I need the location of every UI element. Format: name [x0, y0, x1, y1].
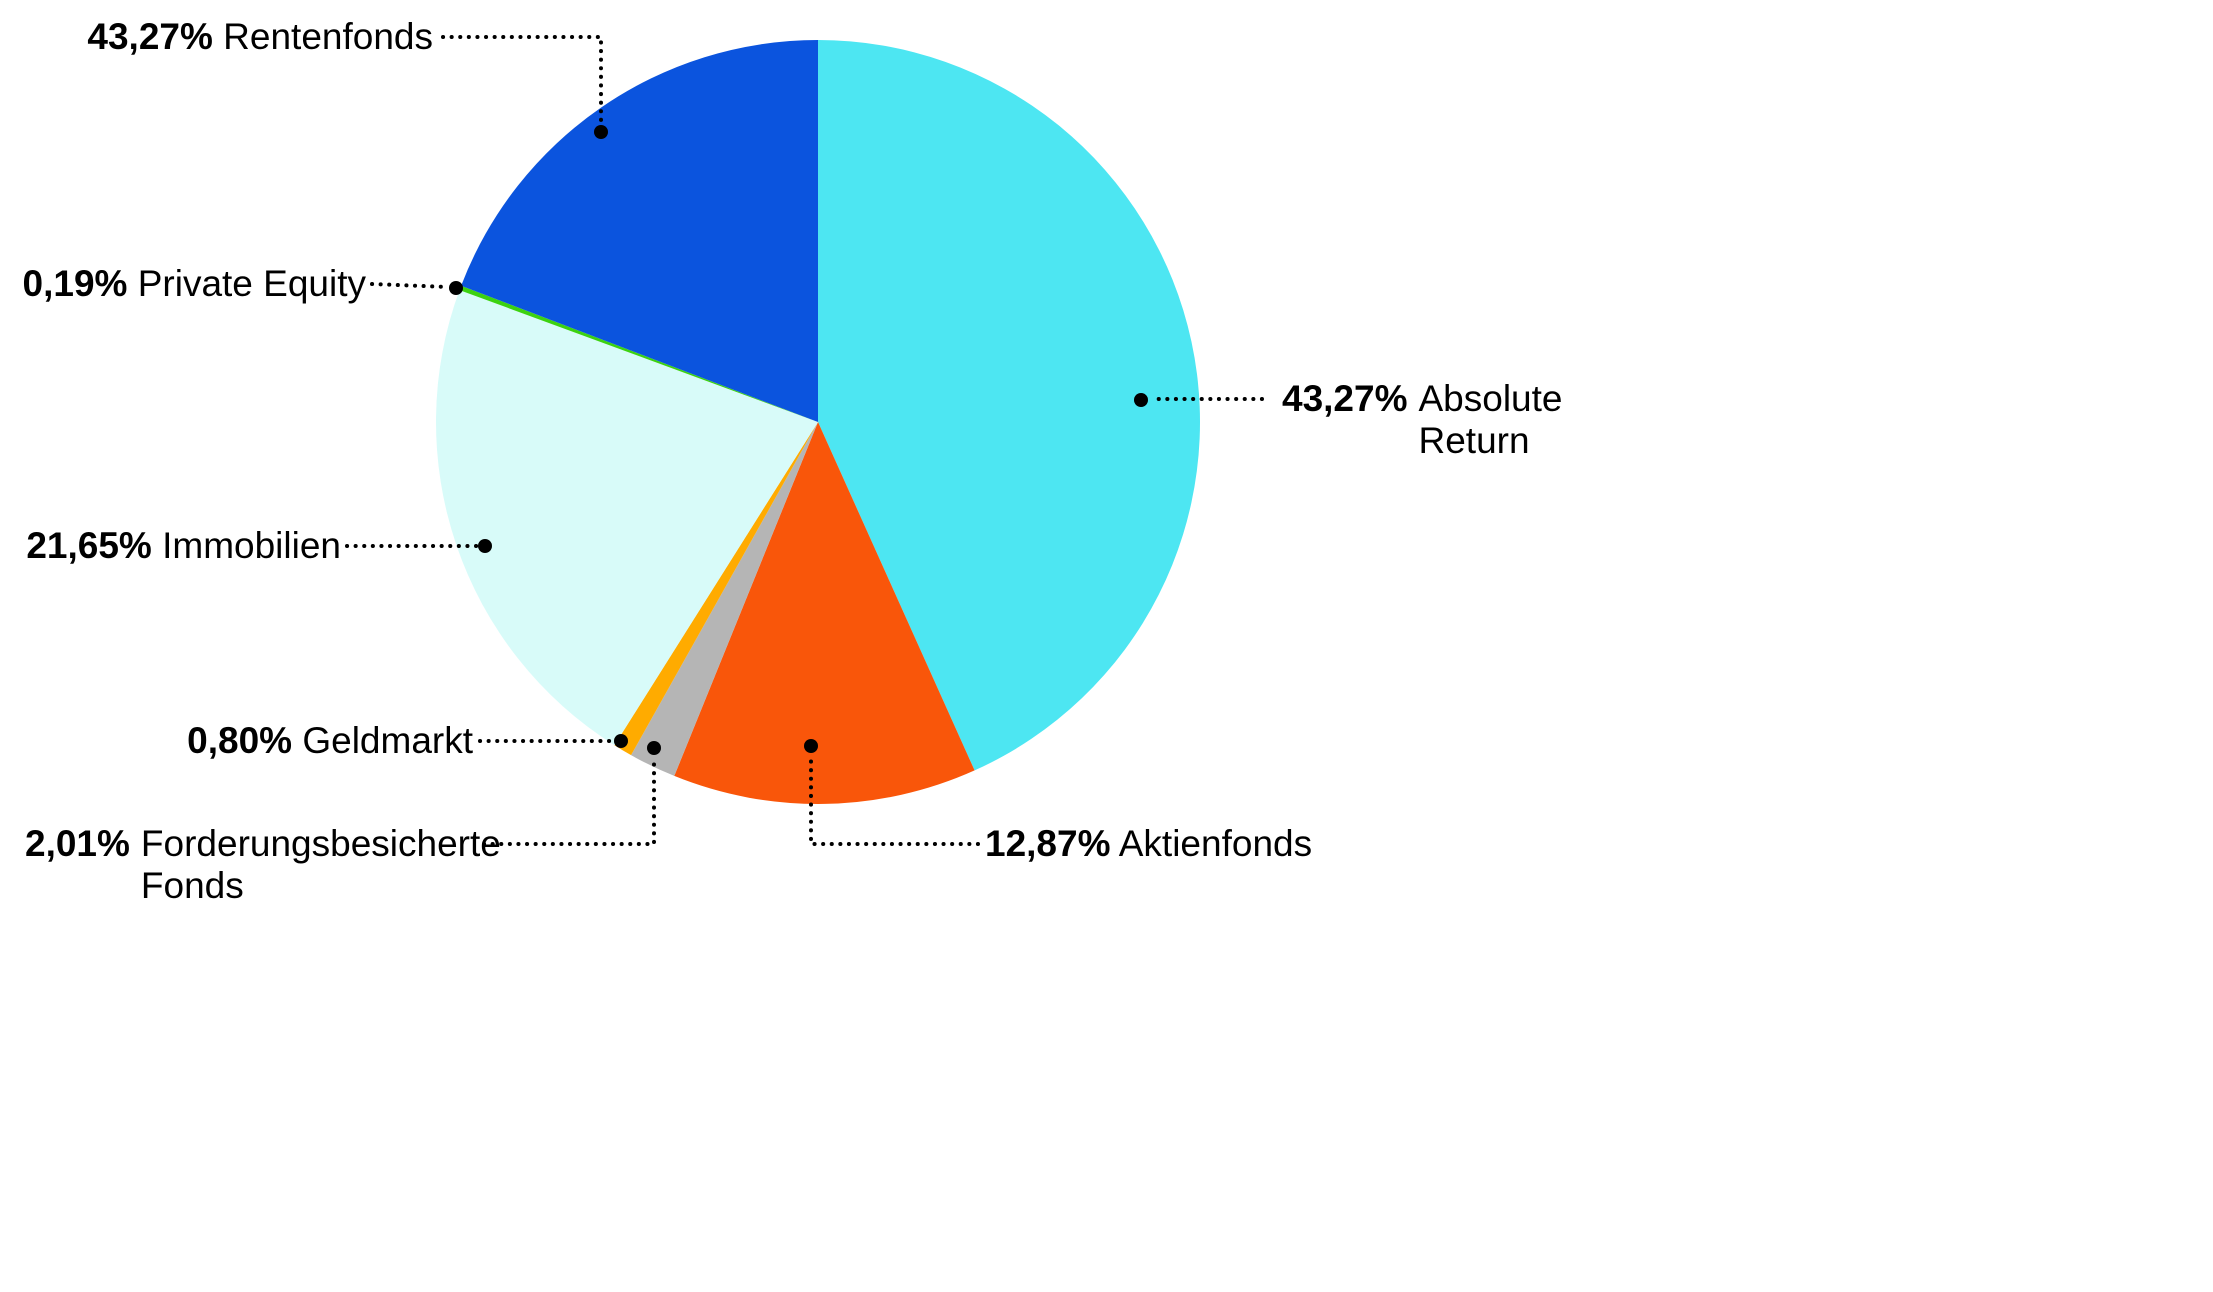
label-aktienfonds-name: Aktienfonds [1118, 823, 1313, 864]
label-immobilien-pct: 21,65% [26, 525, 152, 566]
pie-slice-aktienfonds [674, 422, 975, 804]
leader-aktienfonds [809, 754, 980, 846]
anchor-dot-geldmarkt [614, 734, 628, 748]
leader-rentenfonds [441, 35, 603, 124]
label-private-equity: 0,19% Private Equity [0, 263, 366, 305]
label-aktienfonds-pct: 12,87% [985, 823, 1111, 864]
label-forderungsbesicherte-fonds-name: Forderungsbesicherte Fonds [140, 823, 501, 907]
label-immobilien-name: Immobilien [162, 525, 341, 566]
label-rentenfonds-name: Rentenfonds [223, 16, 433, 57]
pie-slice-absolute-return [818, 40, 1200, 771]
pie-slice-private-equity [459, 285, 818, 422]
pie-slice-rentenfonds [461, 39, 818, 422]
label-immobilien: 21,65% Immobilien [0, 525, 341, 567]
anchor-dot-private-equity [449, 281, 463, 295]
anchor-dot-rentenfonds [594, 125, 608, 139]
pie-slice-immobilien [436, 290, 818, 746]
label-rentenfonds: 43,27% Rentenfonds [0, 16, 433, 58]
label-private-equity-pct: 0,19% [22, 263, 128, 304]
label-absolute-return-pct: 43,27% [1282, 378, 1408, 419]
leader-private-equity [370, 282, 450, 289]
label-absolute-return-name: Absolute Return [1418, 378, 1563, 462]
anchor-dot-aktienfonds [804, 739, 818, 753]
label-forderungsbesicherte-fonds-pct: 2,01% [25, 823, 130, 864]
pie-slice-geldmarkt [614, 422, 818, 756]
label-private-equity-name: Private Equity [137, 263, 366, 304]
anchor-dot-immobilien [478, 539, 492, 553]
label-forderungsbesicherte-fonds: 2,01% Forderungsbesicherte Fonds [25, 823, 511, 907]
label-absolute-return: 43,27% Absolute Return [1282, 378, 1594, 462]
label-geldmarkt-pct: 0,80% [187, 720, 293, 761]
pie-slice-forderungsbesicherte-fonds [631, 422, 818, 776]
label-geldmarkt-name: Geldmarkt [302, 720, 473, 761]
anchor-dot-forderungsbesicherte-fonds [647, 741, 661, 755]
leader-lines [345, 35, 1264, 846]
anchor-dot-absolute-return [1134, 393, 1148, 407]
label-geldmarkt: 0,80% Geldmarkt [0, 720, 473, 762]
pie-slices-group [436, 39, 1200, 804]
label-rentenfonds-pct: 43,27% [87, 16, 213, 57]
label-aktienfonds: 12,87% Aktienfonds [985, 823, 1312, 865]
leader-forderungsbesicherte-fonds [482, 756, 656, 846]
